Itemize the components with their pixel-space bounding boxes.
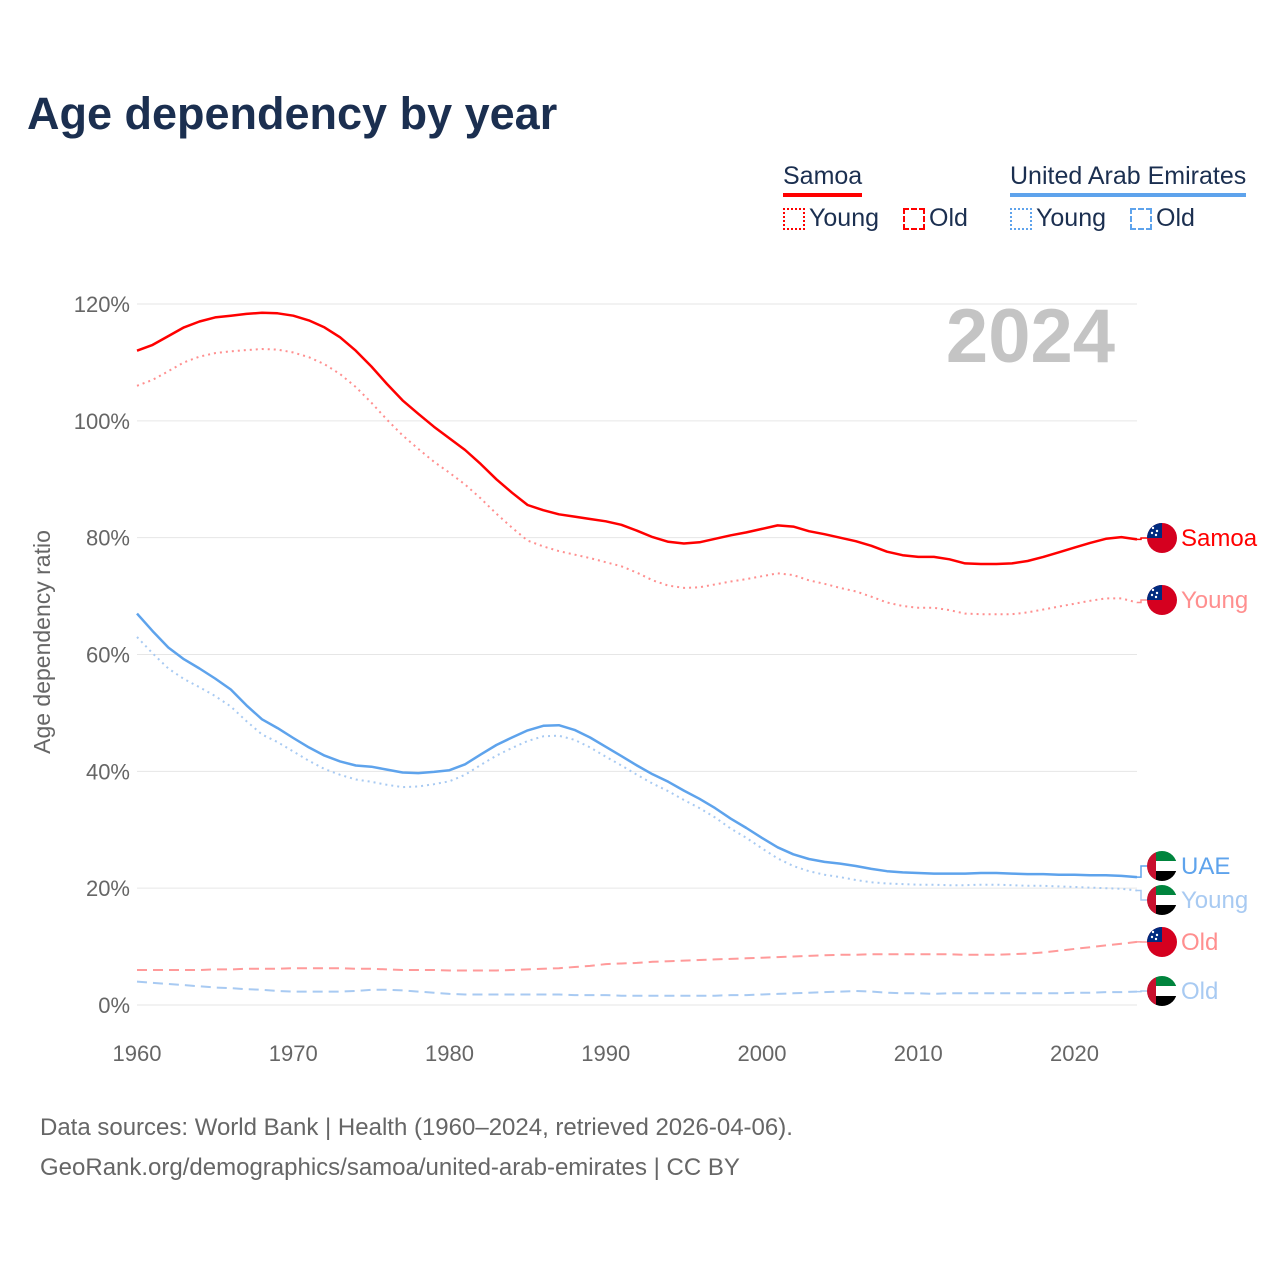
- label-connector: [1137, 990, 1147, 993]
- legend-label: Young: [809, 204, 879, 232]
- year-watermark: 2024: [946, 294, 1115, 379]
- source-note: Data sources: World Bank | Health (1960–…: [40, 1108, 793, 1188]
- source-link[interactable]: GeoRank.org/demographics/samoa/united-ar…: [40, 1154, 740, 1181]
- label-connector: [1137, 537, 1147, 541]
- x-tick-label: 2020: [1050, 1041, 1099, 1066]
- y-tick-label: 0%: [98, 993, 130, 1018]
- label-connector: [1137, 889, 1147, 901]
- legend-samoa-old[interactable]: Old: [903, 204, 968, 233]
- y-tick-label: 20%: [86, 876, 130, 901]
- end-label-samoa-young: Young: [1181, 587, 1248, 614]
- legend-label: Old: [929, 204, 968, 232]
- legend-samoa[interactable]: Samoa: [783, 162, 863, 197]
- y-tick-label: 100%: [74, 409, 130, 434]
- end-label-samoa-old: Old: [1181, 929, 1218, 956]
- legend-samoa-young[interactable]: Young: [783, 204, 879, 233]
- source-line: Data sources: World Bank | Health (1960–…: [40, 1114, 793, 1141]
- line-chart: 0% 20% 40% 60% 80% 100% 120% 1960 1970 1980 1990 20…: [29, 292, 1258, 1066]
- y-tick-label: 40%: [86, 759, 130, 784]
- end-label-uae-total: UAE: [1181, 853, 1230, 880]
- uae-flag-icon: [1147, 976, 1177, 1006]
- label-connector: [1137, 865, 1147, 878]
- series-line-uae-young[interactable]: [136, 636, 1138, 892]
- y-axis-label: Age dependency ratio: [29, 530, 55, 754]
- legend-uae[interactable]: United Arab Emirates: [1010, 162, 1247, 197]
- series-line-uae-old[interactable]: [136, 980, 1138, 997]
- dashed-swatch-icon: [1130, 207, 1152, 230]
- x-tick-label: 2000: [738, 1041, 787, 1066]
- y-tick-label: 60%: [86, 643, 130, 668]
- samoa-flag-icon: [1147, 927, 1177, 957]
- x-tick-label: 1990: [581, 1041, 630, 1066]
- end-label-samoa-total: Samoa: [1181, 525, 1258, 552]
- dotted-swatch-icon: [1010, 207, 1032, 230]
- end-label-uae-old: Old: [1181, 978, 1218, 1005]
- y-tick-label: 120%: [74, 292, 130, 317]
- x-tick-label: 1970: [269, 1041, 318, 1066]
- label-connector: [1137, 599, 1147, 604]
- chart-title: Age dependency by year: [27, 88, 558, 139]
- x-tick-label: 2010: [894, 1041, 943, 1066]
- end-label-uae-young: Young: [1181, 887, 1248, 914]
- series-line-samoa-old[interactable]: [137, 940, 1138, 972]
- dashed-swatch-icon: [903, 207, 925, 230]
- legend-label: Old: [1156, 204, 1195, 232]
- series-line-samoa[interactable]: [136, 311, 1138, 566]
- series-line-uae[interactable]: [136, 612, 1138, 879]
- x-tick-label: 1960: [113, 1041, 162, 1066]
- dotted-swatch-icon: [783, 207, 805, 230]
- samoa-flag-icon: [1147, 523, 1177, 553]
- legend-label: Young: [1036, 204, 1106, 232]
- series-line-samoa-young[interactable]: [136, 348, 1138, 616]
- x-tick-label: 1980: [425, 1041, 474, 1066]
- y-tick-label: 80%: [86, 526, 130, 551]
- legend-uae-old[interactable]: Old: [1130, 204, 1195, 233]
- uae-flag-icon: [1147, 851, 1177, 881]
- samoa-flag-icon: [1147, 585, 1177, 615]
- uae-flag-icon: [1147, 885, 1177, 915]
- legend-uae-young[interactable]: Young: [1010, 204, 1106, 233]
